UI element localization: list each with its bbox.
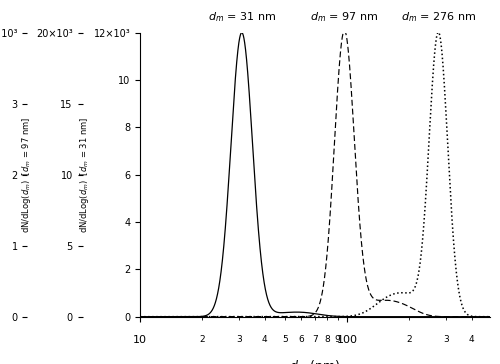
Text: 9: 9 <box>334 335 340 344</box>
Text: 100: 100 <box>336 335 357 345</box>
Text: 8: 8 <box>324 335 330 344</box>
Text: $d_m$ = 31 nm: $d_m$ = 31 nm <box>208 11 276 24</box>
Text: 2: 2 <box>200 335 205 344</box>
Text: 3: 3 <box>443 335 449 344</box>
Text: 5: 5 <box>282 335 288 344</box>
Text: 2: 2 <box>406 335 412 344</box>
Text: 4: 4 <box>262 335 268 344</box>
Text: 7: 7 <box>312 335 318 344</box>
Text: $d_m$ = 276 nm: $d_m$ = 276 nm <box>401 11 476 24</box>
Text: $d_m$ (nm): $d_m$ (nm) <box>289 359 341 364</box>
Y-axis label: dN/dLog($d_m$)  [$d_m$ = 97 nm]: dN/dLog($d_m$) [$d_m$ = 97 nm] <box>20 116 33 233</box>
Text: 10: 10 <box>133 335 147 345</box>
Text: 4: 4 <box>469 335 474 344</box>
Text: $d_m$ = 97 nm: $d_m$ = 97 nm <box>310 11 378 24</box>
Text: 3: 3 <box>236 335 242 344</box>
Y-axis label: dN/dLog($d_m$)  [$d_m$ = 31 nm]: dN/dLog($d_m$) [$d_m$ = 31 nm] <box>78 116 91 233</box>
Text: 6: 6 <box>298 335 304 344</box>
